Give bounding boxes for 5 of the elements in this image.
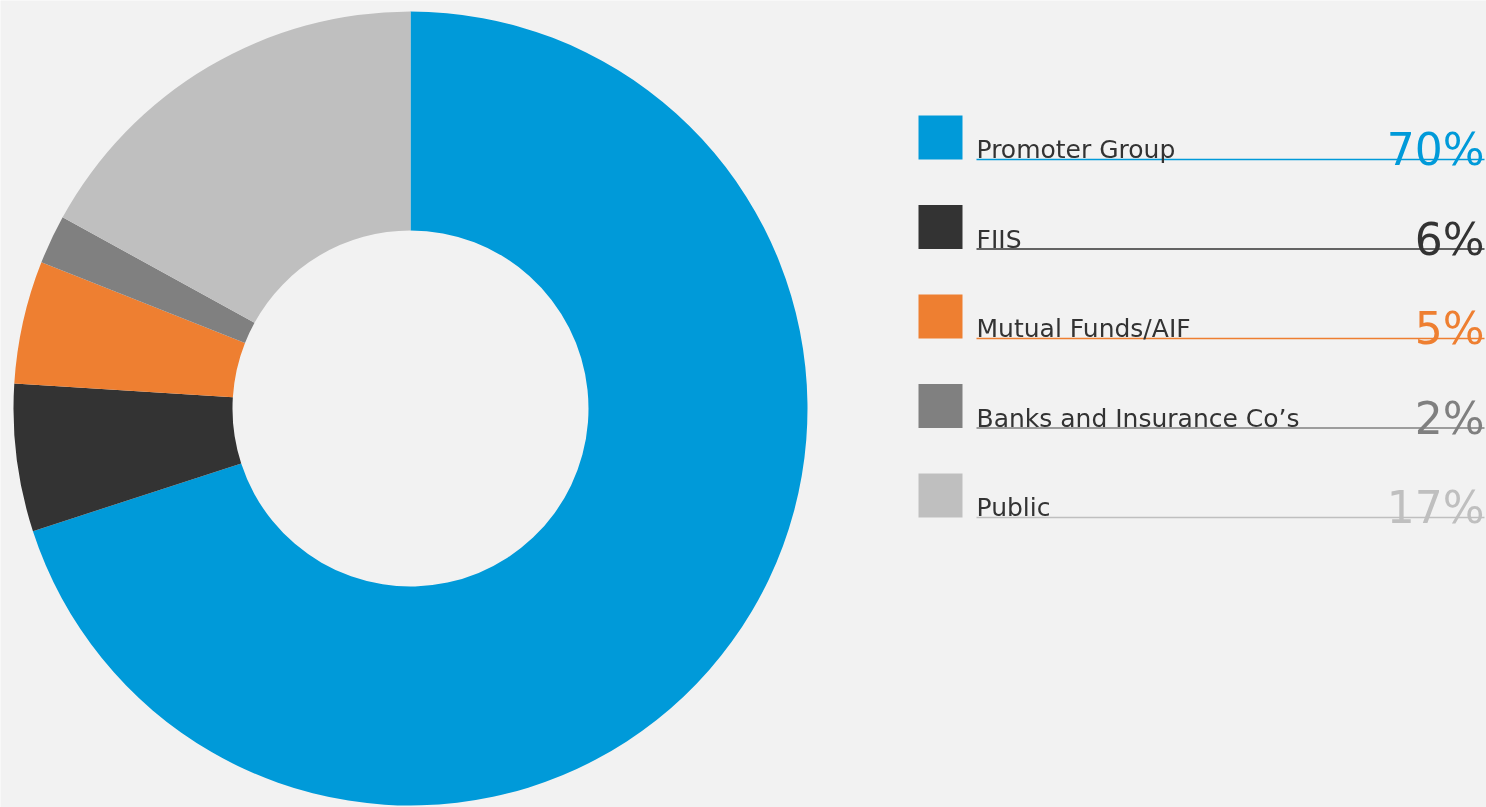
legend-label: Banks and Insurance Co’s (976, 403, 1300, 433)
legend-label: Promoter Group (976, 135, 1176, 164)
legend-label: Mutual Funds/AIF (976, 314, 1191, 343)
legend-label: Public (976, 493, 1051, 522)
legend-label: FIIS (976, 224, 1022, 254)
